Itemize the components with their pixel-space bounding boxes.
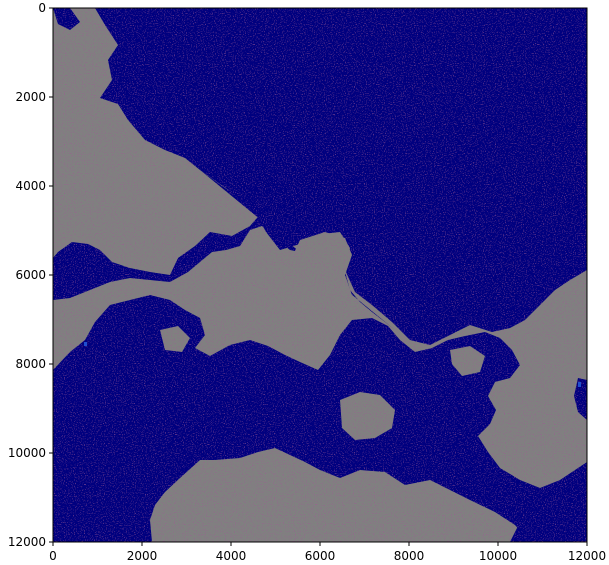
speckle-texture — [53, 8, 587, 542]
y-tick-label: 2000 — [15, 90, 46, 104]
plot-area — [53, 8, 587, 542]
y-tick-label: 0 — [38, 1, 46, 15]
x-tick-label: 2000 — [127, 549, 158, 563]
x-tick-label: 12000 — [568, 549, 606, 563]
y-tick-label: 4000 — [15, 179, 46, 193]
y-axis: 0 2000 4000 6000 8000 10000 12000 — [8, 1, 53, 549]
y-tick-label: 10000 — [8, 446, 46, 460]
y-tick-label: 12000 — [8, 535, 46, 549]
x-tick-label: 0 — [49, 549, 57, 563]
y-tick-label: 6000 — [15, 268, 46, 282]
x-tick-label: 8000 — [394, 549, 425, 563]
x-tick-label: 4000 — [216, 549, 247, 563]
x-tick-label: 10000 — [479, 549, 517, 563]
highlight-speck — [578, 382, 581, 387]
y-tick-label: 8000 — [15, 357, 46, 371]
highlight-speck — [84, 342, 87, 346]
x-tick-label: 6000 — [305, 549, 336, 563]
x-axis: 0 2000 4000 6000 8000 10000 12000 — [49, 542, 606, 563]
